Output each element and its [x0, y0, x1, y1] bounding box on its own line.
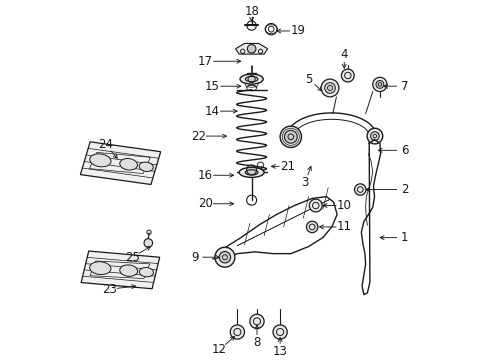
Circle shape [284, 130, 297, 143]
Circle shape [219, 252, 230, 263]
Text: 19: 19 [290, 24, 305, 37]
Text: 6: 6 [400, 144, 408, 157]
Circle shape [366, 128, 382, 144]
Text: 23: 23 [102, 283, 116, 296]
Text: 5: 5 [305, 73, 312, 86]
Text: 12: 12 [212, 343, 226, 356]
Circle shape [321, 79, 338, 97]
Text: 2: 2 [400, 183, 408, 196]
Text: 21: 21 [279, 160, 294, 173]
Circle shape [324, 83, 335, 93]
Ellipse shape [90, 154, 111, 167]
Text: 1: 1 [400, 231, 408, 244]
Text: 11: 11 [336, 220, 351, 233]
Polygon shape [80, 142, 161, 185]
Ellipse shape [120, 158, 137, 170]
Text: 24: 24 [98, 139, 113, 152]
Polygon shape [81, 251, 160, 289]
Text: 7: 7 [400, 80, 408, 93]
Ellipse shape [139, 162, 153, 171]
Ellipse shape [239, 167, 264, 177]
Text: 22: 22 [190, 130, 205, 143]
Text: 13: 13 [272, 345, 287, 358]
Ellipse shape [89, 262, 111, 275]
Circle shape [354, 184, 365, 195]
Text: 25: 25 [124, 251, 140, 264]
Circle shape [215, 247, 234, 267]
Circle shape [272, 325, 286, 339]
Ellipse shape [139, 267, 153, 277]
Text: 14: 14 [204, 105, 220, 118]
Text: 16: 16 [198, 169, 212, 182]
Circle shape [375, 81, 383, 88]
Text: 15: 15 [204, 80, 220, 93]
Ellipse shape [244, 170, 258, 175]
Circle shape [280, 126, 301, 148]
Text: 17: 17 [198, 55, 212, 68]
Text: 18: 18 [244, 5, 259, 18]
Circle shape [372, 77, 386, 91]
Ellipse shape [240, 74, 263, 84]
Polygon shape [235, 44, 267, 54]
Circle shape [247, 45, 255, 53]
Circle shape [249, 314, 264, 328]
Text: 9: 9 [190, 251, 198, 264]
Text: 8: 8 [253, 336, 260, 349]
Circle shape [309, 199, 322, 212]
Ellipse shape [120, 265, 137, 276]
Text: 10: 10 [336, 199, 351, 212]
Text: 20: 20 [198, 197, 212, 210]
Circle shape [306, 221, 317, 233]
Text: 3: 3 [301, 176, 308, 189]
Ellipse shape [245, 76, 257, 82]
Circle shape [230, 325, 244, 339]
Text: 4: 4 [340, 48, 347, 60]
Circle shape [144, 239, 152, 247]
Circle shape [341, 69, 353, 82]
